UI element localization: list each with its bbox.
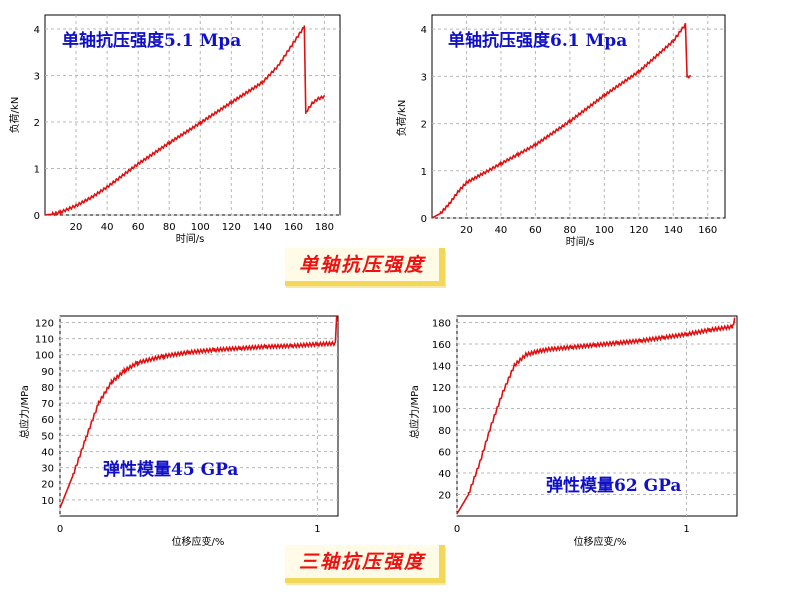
x-tick-label: 1	[683, 524, 689, 535]
y-axis-title: 负荷/kN	[8, 97, 21, 134]
series-line	[44, 25, 326, 217]
x-tick-label: 0	[57, 524, 63, 535]
y-tick-label: 0	[34, 211, 40, 222]
y-axis-title: 总应力/MPa	[18, 385, 31, 439]
y-tick-label: 1	[421, 167, 427, 178]
x-tick-label: 60	[529, 225, 542, 236]
plot-frame	[456, 315, 738, 517]
x-tick-label: 40	[495, 225, 508, 236]
x-tick-label: 0	[454, 524, 460, 535]
y-tick-label: 4	[34, 25, 40, 36]
x-tick-label: 60	[132, 222, 145, 233]
x-tick-label: 80	[564, 225, 577, 236]
y-tick-label: 60	[41, 415, 54, 426]
y-tick-label: 3	[34, 71, 40, 82]
x-tick-label: 100	[191, 222, 210, 233]
chart-title: 弹性模量62 GPa	[546, 475, 681, 496]
y-tick-label: 160	[432, 340, 451, 351]
x-tick-label: 40	[101, 222, 114, 233]
y-tick-label: 90	[41, 367, 54, 378]
y-tick-label: 120	[432, 383, 451, 394]
x-axis-title: 位移应变/%	[172, 535, 225, 548]
y-tick-label: 40	[41, 447, 54, 458]
x-axis-title: 时间/s	[176, 232, 205, 245]
y-tick-label: 140	[432, 361, 451, 372]
y-tick-label: 80	[438, 426, 451, 437]
y-tick-label: 20	[438, 490, 451, 501]
chart-uniaxial-6-1: 20 40 60 80 100 120 140 160 0 1 2 3 4 单轴抗压强度6.1 Mpa 时间…	[395, 14, 726, 248]
x-tick-label: 140	[253, 222, 272, 233]
y-tick-label: 110	[35, 335, 54, 346]
x-tick-label: 80	[163, 222, 176, 233]
y-tick-label: 180	[432, 318, 451, 329]
y-tick-label: 40	[438, 469, 451, 480]
series-line	[431, 22, 692, 219]
x-axis-title: 位移应变/%	[574, 535, 627, 548]
plot-frame	[44, 14, 341, 216]
plot-frame	[59, 315, 339, 517]
x-tick-label: 100	[595, 225, 614, 236]
x-tick-label: 160	[284, 222, 303, 233]
y-tick-label: 2	[421, 120, 427, 131]
banner-triaxial: 三轴抗压强度	[285, 545, 446, 583]
chart-title: 单轴抗压强度5.1 Mpa	[62, 30, 241, 51]
y-tick-label: 100	[35, 351, 54, 362]
series-line	[456, 317, 736, 515]
x-tick-label: 180	[315, 222, 334, 233]
y-tick-label: 0	[421, 214, 427, 225]
chart-title: 弹性模量45 GPa	[103, 459, 238, 480]
series-line	[59, 315, 338, 509]
y-tick-label: 80	[41, 383, 54, 394]
x-tick-label: 1	[314, 524, 320, 535]
y-tick-label: 100	[432, 404, 451, 415]
y-tick-label: 4	[421, 25, 427, 36]
y-tick-label: 3	[421, 72, 427, 83]
y-tick-label: 2	[34, 118, 40, 129]
x-tick-label: 160	[698, 225, 717, 236]
x-tick-label: 140	[664, 225, 683, 236]
chart-title: 单轴抗压强度6.1 Mpa	[448, 30, 627, 51]
y-tick-label: 10	[41, 496, 54, 507]
x-tick-label: 20	[70, 222, 83, 233]
y-tick-label: 20	[41, 480, 54, 491]
y-tick-label: 50	[41, 431, 54, 442]
y-tick-label: 70	[41, 399, 54, 410]
banner-uniaxial: 单轴抗压强度	[285, 248, 446, 286]
y-tick-label: 120	[35, 318, 54, 329]
x-tick-label: 120	[222, 222, 241, 233]
y-tick-label: 60	[438, 447, 451, 458]
y-tick-label: 1	[34, 164, 40, 175]
x-tick-label: 20	[460, 225, 473, 236]
y-tick-label: 30	[41, 464, 54, 475]
x-axis-title: 时间/s	[566, 235, 595, 248]
y-axis-title: 负荷/kN	[395, 100, 408, 137]
y-axis-title: 总应力/MPa	[408, 385, 421, 439]
chart-uniaxial-5-1: 20 40 60 80 100 120 140 160 180 0 1 2 3 4 单轴抗压强度5.1 Mp…	[8, 14, 341, 245]
x-tick-label: 120	[629, 225, 648, 236]
